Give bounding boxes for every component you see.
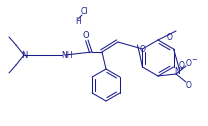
Text: H: H <box>75 18 81 26</box>
Text: O: O <box>167 34 173 42</box>
Text: O: O <box>186 58 192 68</box>
Text: Cl: Cl <box>80 8 88 17</box>
Text: O: O <box>179 61 184 71</box>
Text: O: O <box>83 32 89 40</box>
Text: N: N <box>21 51 27 59</box>
Text: O: O <box>186 81 192 89</box>
Text: +: + <box>179 67 183 71</box>
Text: O: O <box>140 45 145 55</box>
Text: NH: NH <box>61 51 73 59</box>
Text: N: N <box>174 68 180 76</box>
Text: −: − <box>191 57 197 63</box>
